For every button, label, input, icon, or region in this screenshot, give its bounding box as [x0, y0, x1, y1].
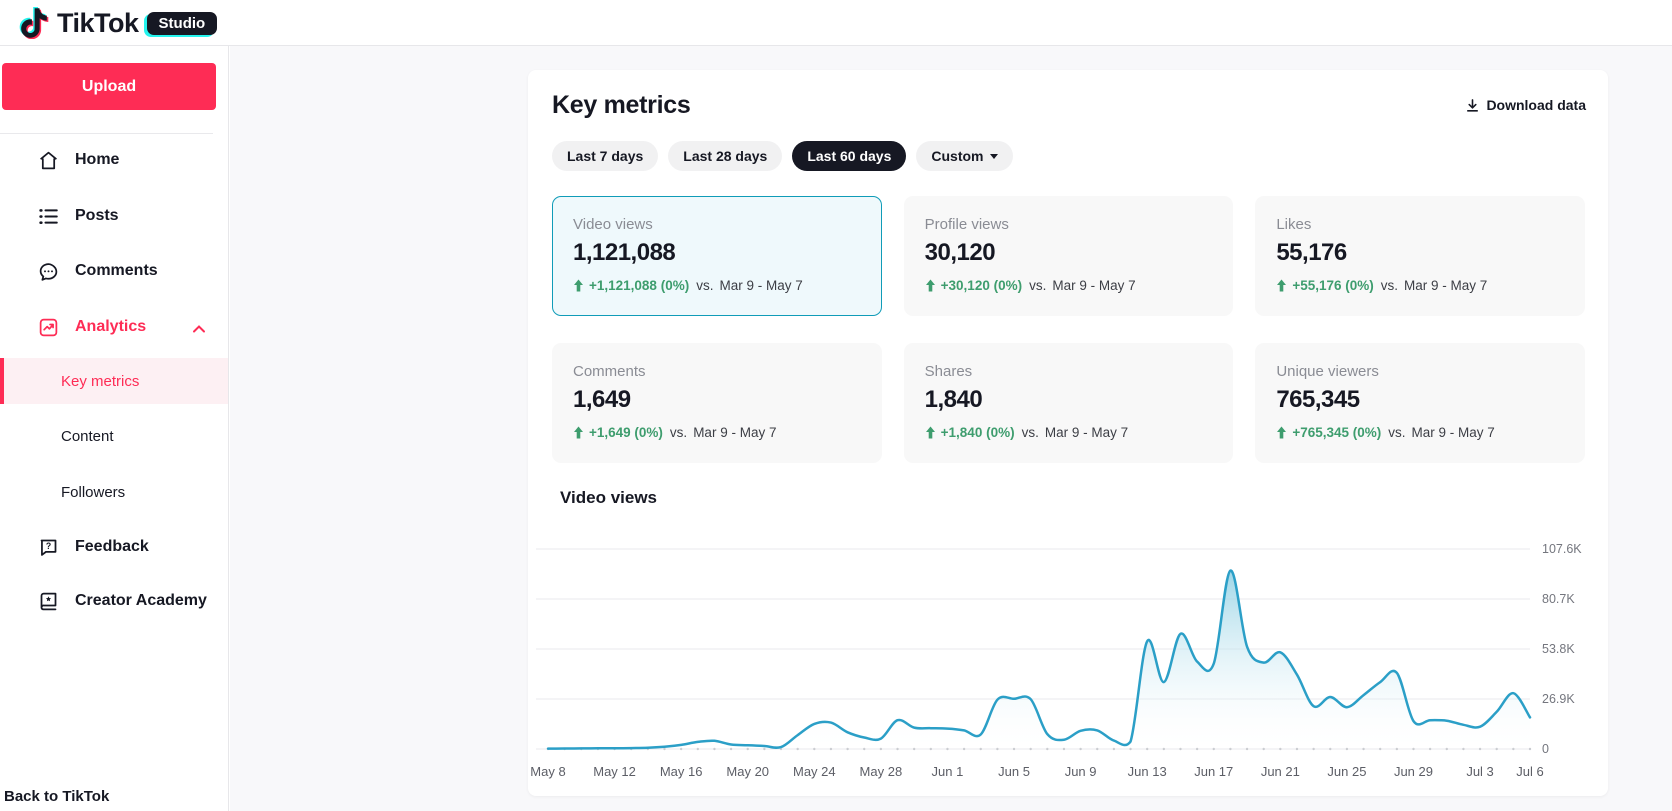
delta-value: +1,840 (0%): [940, 425, 1015, 440]
sidebar-item-key-metrics[interactable]: Key metrics: [0, 358, 228, 404]
creator-academy-icon: [38, 590, 60, 612]
svg-text:107.6K: 107.6K: [1542, 542, 1582, 556]
svg-text:Jun 17: Jun 17: [1194, 764, 1233, 779]
key-metrics-card: Key metrics Download data Last 7 days La…: [528, 70, 1608, 796]
vs-label: vs.: [1388, 425, 1406, 440]
svg-text:Jun 21: Jun 21: [1261, 764, 1300, 779]
metric-card-video-views[interactable]: Video views 1,121,088 +1,121,088 (0%) vs…: [552, 196, 882, 316]
upload-button[interactable]: Upload: [2, 63, 216, 110]
chevron-up-icon[interactable]: [192, 321, 206, 339]
download-data-button[interactable]: Download data: [1465, 97, 1586, 113]
delta-value: +1,649 (0%): [589, 425, 663, 440]
posts-icon: [38, 205, 60, 227]
metric-card-shares[interactable]: Shares 1,840 +1,840 (0%) vs. Mar 9 - May…: [903, 343, 1234, 463]
comments-icon: [38, 260, 60, 282]
svg-text:Jun 25: Jun 25: [1327, 764, 1366, 779]
vs-label: vs.: [696, 278, 714, 293]
tiktok-note-icon: [19, 7, 49, 39]
metric-card-likes[interactable]: Likes 55,176 +55,176 (0%) vs. Mar 9 - Ma…: [1255, 196, 1585, 316]
metric-card-comments[interactable]: Comments 1,649 +1,649 (0%) vs. Mar 9 - M…: [552, 343, 882, 463]
svg-text:Jun 13: Jun 13: [1128, 764, 1167, 779]
svg-text:Jun 5: Jun 5: [998, 764, 1030, 779]
svg-text:May 28: May 28: [860, 764, 903, 779]
sidebar: Upload Home Posts Comments Analytics Key…: [0, 46, 229, 811]
svg-text:80.7K: 80.7K: [1542, 592, 1575, 606]
delta-value: +1,121,088 (0%): [589, 278, 690, 293]
up-arrow-icon: [925, 426, 936, 439]
svg-text:Jun 1: Jun 1: [932, 764, 964, 779]
svg-text:May 16: May 16: [660, 764, 703, 779]
up-arrow-icon: [925, 279, 936, 292]
tiktok-wordmark: TikTok: [57, 7, 139, 38]
compare-range: Mar 9 - May 7: [693, 425, 777, 440]
sidebar-item-home[interactable]: Home: [0, 140, 228, 180]
vs-label: vs.: [1380, 278, 1399, 293]
up-arrow-icon: [1276, 426, 1287, 439]
svg-text:May 12: May 12: [593, 764, 636, 779]
compare-range: Mar 9 - May 7: [1044, 425, 1129, 440]
delta-value: +30,120 (0%): [940, 278, 1023, 293]
pill-last-28-days[interactable]: Last 28 days: [668, 141, 783, 171]
pill-last-60-days[interactable]: Last 60 days: [792, 141, 907, 171]
svg-text:Jun 9: Jun 9: [1065, 764, 1097, 779]
svg-text:May 24: May 24: [793, 764, 836, 779]
compare-range: Mar 9 - May 7: [1411, 425, 1495, 440]
metrics-grid: Video views 1,121,088 +1,121,088 (0%) vs…: [552, 196, 1585, 463]
sidebar-item-creator-academy[interactable]: Creator Academy: [0, 581, 228, 621]
sidebar-divider: [0, 133, 213, 134]
pill-last-7-days[interactable]: Last 7 days: [552, 141, 659, 171]
sidebar-item-content[interactable]: Content: [61, 427, 114, 445]
metric-card-profile-views[interactable]: Profile views 30,120 +30,120 (0%) vs. Ma…: [903, 196, 1234, 316]
home-icon: [38, 149, 60, 171]
svg-text:May 20: May 20: [726, 764, 769, 779]
svg-text:Jun 29: Jun 29: [1394, 764, 1433, 779]
vs-label: vs.: [1029, 278, 1047, 293]
sidebar-item-followers[interactable]: Followers: [61, 483, 126, 501]
up-arrow-icon: [573, 279, 584, 292]
top-bar: TikTok Studio: [0, 0, 1672, 46]
svg-text:0: 0: [1542, 742, 1549, 756]
download-icon: [1467, 98, 1479, 112]
vs-label: vs.: [1021, 425, 1039, 440]
delta-value: +55,176 (0%): [1292, 278, 1374, 293]
delta-value: +765,345 (0%): [1292, 425, 1382, 440]
chart-title: Video views: [560, 488, 658, 507]
sidebar-item-posts[interactable]: Posts: [0, 196, 228, 236]
svg-text:26.9K: 26.9K: [1542, 692, 1575, 706]
feedback-icon: ?: [38, 536, 60, 558]
video-views-chart[interactable]: 0 26.9K 53.8K 80.7K 107.6K May 8 May 12 May 16 M…: [528, 510, 1608, 796]
compare-range: Mar 9 - May 7: [1052, 278, 1136, 293]
page-title: Key metrics: [552, 91, 691, 119]
date-range-pills: Last 7 days Last 28 days Last 60 days Cu…: [552, 141, 1013, 171]
up-arrow-icon: [1276, 279, 1287, 292]
sidebar-item-feedback[interactable]: ? Feedback: [0, 527, 228, 567]
up-arrow-icon: [573, 426, 584, 439]
svg-text:May 8: May 8: [530, 764, 565, 779]
sidebar-item-analytics[interactable]: Analytics: [0, 307, 228, 347]
pill-custom[interactable]: Custom: [916, 141, 1013, 171]
svg-text:?: ?: [46, 540, 51, 550]
svg-text:Jul 6: Jul 6: [1516, 764, 1543, 779]
sidebar-item-comments[interactable]: Comments: [0, 251, 228, 291]
compare-range: Mar 9 - May 7: [719, 278, 803, 293]
svg-text:53.8K: 53.8K: [1542, 642, 1575, 656]
svg-text:Jul 3: Jul 3: [1466, 764, 1493, 779]
compare-range: Mar 9 - May 7: [1404, 278, 1488, 293]
back-to-tiktok-link[interactable]: Back to TikTok: [4, 788, 110, 805]
main-content: Key metrics Download data Last 7 days La…: [230, 46, 1672, 811]
studio-badge: Studio: [146, 11, 218, 35]
caret-down-icon: [989, 153, 998, 159]
metric-card-unique-viewers[interactable]: Unique viewers 765,345 +765,345 (0%) vs.…: [1255, 343, 1585, 463]
tiktok-studio-logo[interactable]: TikTok Studio: [19, 7, 218, 39]
vs-label: vs.: [669, 425, 688, 440]
analytics-icon: [38, 316, 60, 338]
